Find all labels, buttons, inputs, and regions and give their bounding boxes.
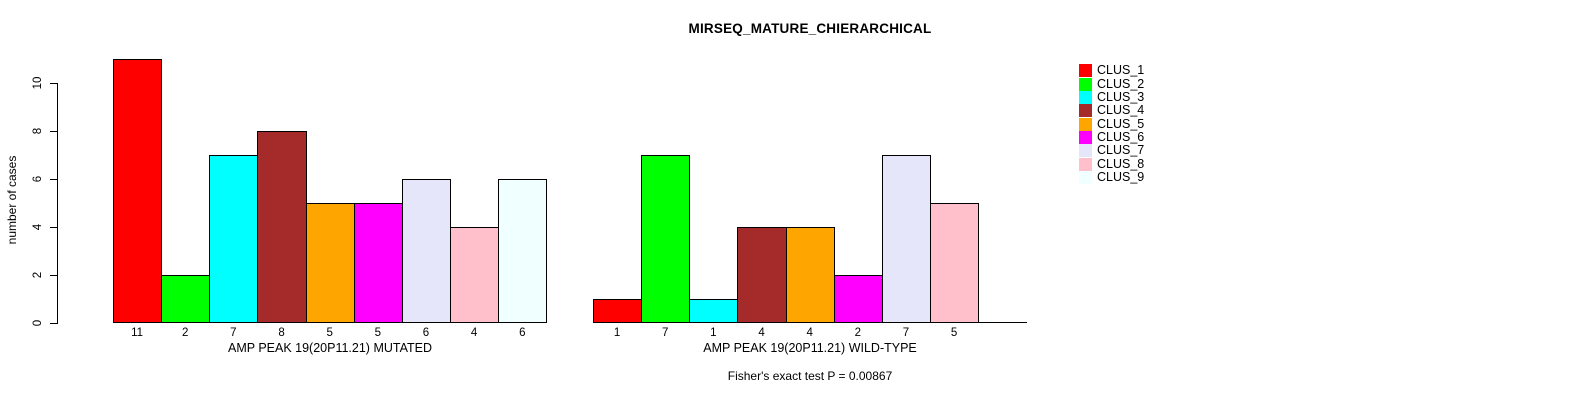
legend-item: CLUS_4 — [1079, 103, 1145, 118]
legend-label: CLUS_3 — [1097, 89, 1145, 104]
bar-count-label: 4 — [470, 327, 478, 339]
legend: CLUS_1 CLUS_2 CLUS_3 CLUS_4 CLUS_5 CLUS_6 CLUS… — [1079, 64, 1144, 184]
y-tick-label: 8 — [32, 127, 44, 135]
legend-label: CLUS_2 — [1097, 76, 1145, 91]
legend-label: CLUS_7 — [1097, 143, 1145, 158]
legend-item: CLUS_8 — [1079, 156, 1145, 171]
legend-swatch-icon — [1079, 90, 1092, 104]
legend-label: CLUS_4 — [1097, 103, 1145, 118]
y-tick-mark — [50, 227, 58, 228]
x-axis-title-wild-type: AMP PEAK 19(20P11.21) WILD-TYPE — [703, 341, 917, 355]
y-tick-mark — [50, 179, 58, 180]
bar-count-label: 1 — [710, 327, 717, 339]
bar-count-label: 6 — [422, 327, 430, 339]
bar-count-label: 2 — [182, 327, 189, 339]
bar-count-label: 5 — [374, 327, 382, 339]
bar-clus_2 — [161, 275, 210, 323]
bar-count-label: 4 — [806, 327, 813, 339]
legend-swatch-icon — [1079, 130, 1092, 144]
y-tick-label: 2 — [32, 271, 44, 279]
legend-item: CLUS_5 — [1079, 116, 1145, 131]
legend-swatch-icon — [1079, 77, 1092, 91]
bar-clus_4 — [737, 227, 787, 323]
legend-label: CLUS_5 — [1097, 116, 1145, 131]
legend-swatch-icon — [1079, 170, 1092, 184]
bar-count-label: 4 — [758, 327, 765, 339]
legend-item: CLUS_1 — [1079, 63, 1145, 78]
bar-count-label: 5 — [950, 327, 958, 339]
bar-count-label: 1 — [613, 327, 621, 339]
legend-item: CLUS_6 — [1079, 129, 1145, 144]
x-axis-title-mutated: AMP PEAK 19(20P11.21) MUTATED — [227, 341, 433, 355]
bar-count-label: 7 — [662, 327, 669, 339]
legend-swatch-icon — [1079, 144, 1092, 158]
y-tick-mark — [50, 323, 58, 324]
y-tick-label: 0 — [32, 319, 44, 327]
bar-clus_2 — [641, 155, 690, 323]
bar-count-label: 7 — [902, 327, 910, 339]
bar-count-label: 7 — [230, 327, 237, 339]
bar-clus_9 — [498, 179, 547, 323]
legend-label: CLUS_1 — [1097, 63, 1145, 78]
fisher-test-annotation: Fisher's exact test P = 0.00867 — [727, 369, 893, 383]
y-tick-mark — [50, 83, 58, 84]
legend-item: CLUS_2 — [1079, 76, 1145, 91]
legend-label: CLUS_8 — [1097, 156, 1145, 171]
bar-clus_3 — [209, 155, 258, 323]
bar-clus_1 — [113, 59, 162, 323]
bar-count-label: 5 — [326, 327, 333, 339]
legend-label: CLUS_6 — [1097, 129, 1145, 144]
bar-clus_7 — [882, 155, 931, 323]
legend-swatch-icon — [1079, 117, 1092, 131]
bar-clus_6 — [834, 275, 883, 323]
y-tick-mark — [50, 131, 58, 132]
bar-count-label: 6 — [519, 327, 526, 339]
bar-clus_5 — [306, 203, 355, 323]
bar-count-label: 2 — [854, 327, 862, 339]
bar-clus_1 — [593, 299, 642, 323]
legend-swatch-icon — [1079, 104, 1092, 118]
bar-clus_4 — [257, 131, 307, 323]
bar-clus_7 — [402, 179, 451, 323]
chart-title: MIRSEQ_MATURE_CHIERARCHICAL — [688, 21, 932, 36]
y-axis-title: number of cases — [5, 155, 19, 245]
legend-item: CLUS_9 — [1079, 169, 1145, 184]
y-tick-mark — [50, 275, 58, 276]
bar-clus_3 — [689, 299, 738, 323]
legend-item: CLUS_7 — [1079, 143, 1145, 158]
legend-swatch-icon — [1079, 157, 1092, 171]
y-tick-label: 6 — [32, 175, 44, 183]
y-tick-label: 4 — [32, 223, 44, 231]
bar-clus_8 — [930, 203, 979, 323]
legend-item: CLUS_3 — [1079, 89, 1145, 104]
bar-count-label: 8 — [278, 327, 285, 339]
legend-swatch-icon — [1079, 64, 1092, 78]
bar-clus_6 — [354, 203, 403, 323]
bar-clus_8 — [450, 227, 499, 323]
y-axis-line — [57, 83, 58, 324]
bar-clus_5 — [786, 227, 835, 323]
bar-count-label: 11 — [131, 327, 144, 339]
y-tick-label: 10 — [32, 76, 44, 90]
legend-label: CLUS_9 — [1097, 169, 1145, 184]
